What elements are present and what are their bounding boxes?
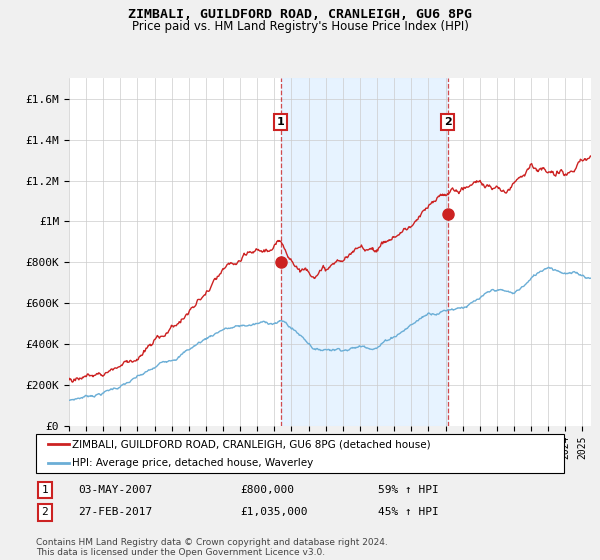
- Text: 59% ↑ HPI: 59% ↑ HPI: [378, 485, 439, 495]
- Text: 03-MAY-2007: 03-MAY-2007: [78, 485, 152, 495]
- Text: £800,000: £800,000: [240, 485, 294, 495]
- Text: 1: 1: [277, 117, 284, 127]
- Text: £1,035,000: £1,035,000: [240, 507, 308, 517]
- Text: Price paid vs. HM Land Registry's House Price Index (HPI): Price paid vs. HM Land Registry's House …: [131, 20, 469, 32]
- Text: 2: 2: [444, 117, 451, 127]
- Text: 1: 1: [41, 485, 49, 495]
- Text: HPI: Average price, detached house, Waverley: HPI: Average price, detached house, Wave…: [72, 458, 313, 468]
- Bar: [281, 78, 448, 426]
- Text: 45% ↑ HPI: 45% ↑ HPI: [378, 507, 439, 517]
- Text: 2: 2: [41, 507, 49, 517]
- Text: ZIMBALI, GUILDFORD ROAD, CRANLEIGH, GU6 8PG: ZIMBALI, GUILDFORD ROAD, CRANLEIGH, GU6 …: [128, 8, 472, 21]
- Text: ZIMBALI, GUILDFORD ROAD, CRANLEIGH, GU6 8PG (detached house): ZIMBALI, GUILDFORD ROAD, CRANLEIGH, GU6 …: [72, 439, 431, 449]
- Text: 27-FEB-2017: 27-FEB-2017: [78, 507, 152, 517]
- Text: Contains HM Land Registry data © Crown copyright and database right 2024.
This d: Contains HM Land Registry data © Crown c…: [36, 538, 388, 557]
